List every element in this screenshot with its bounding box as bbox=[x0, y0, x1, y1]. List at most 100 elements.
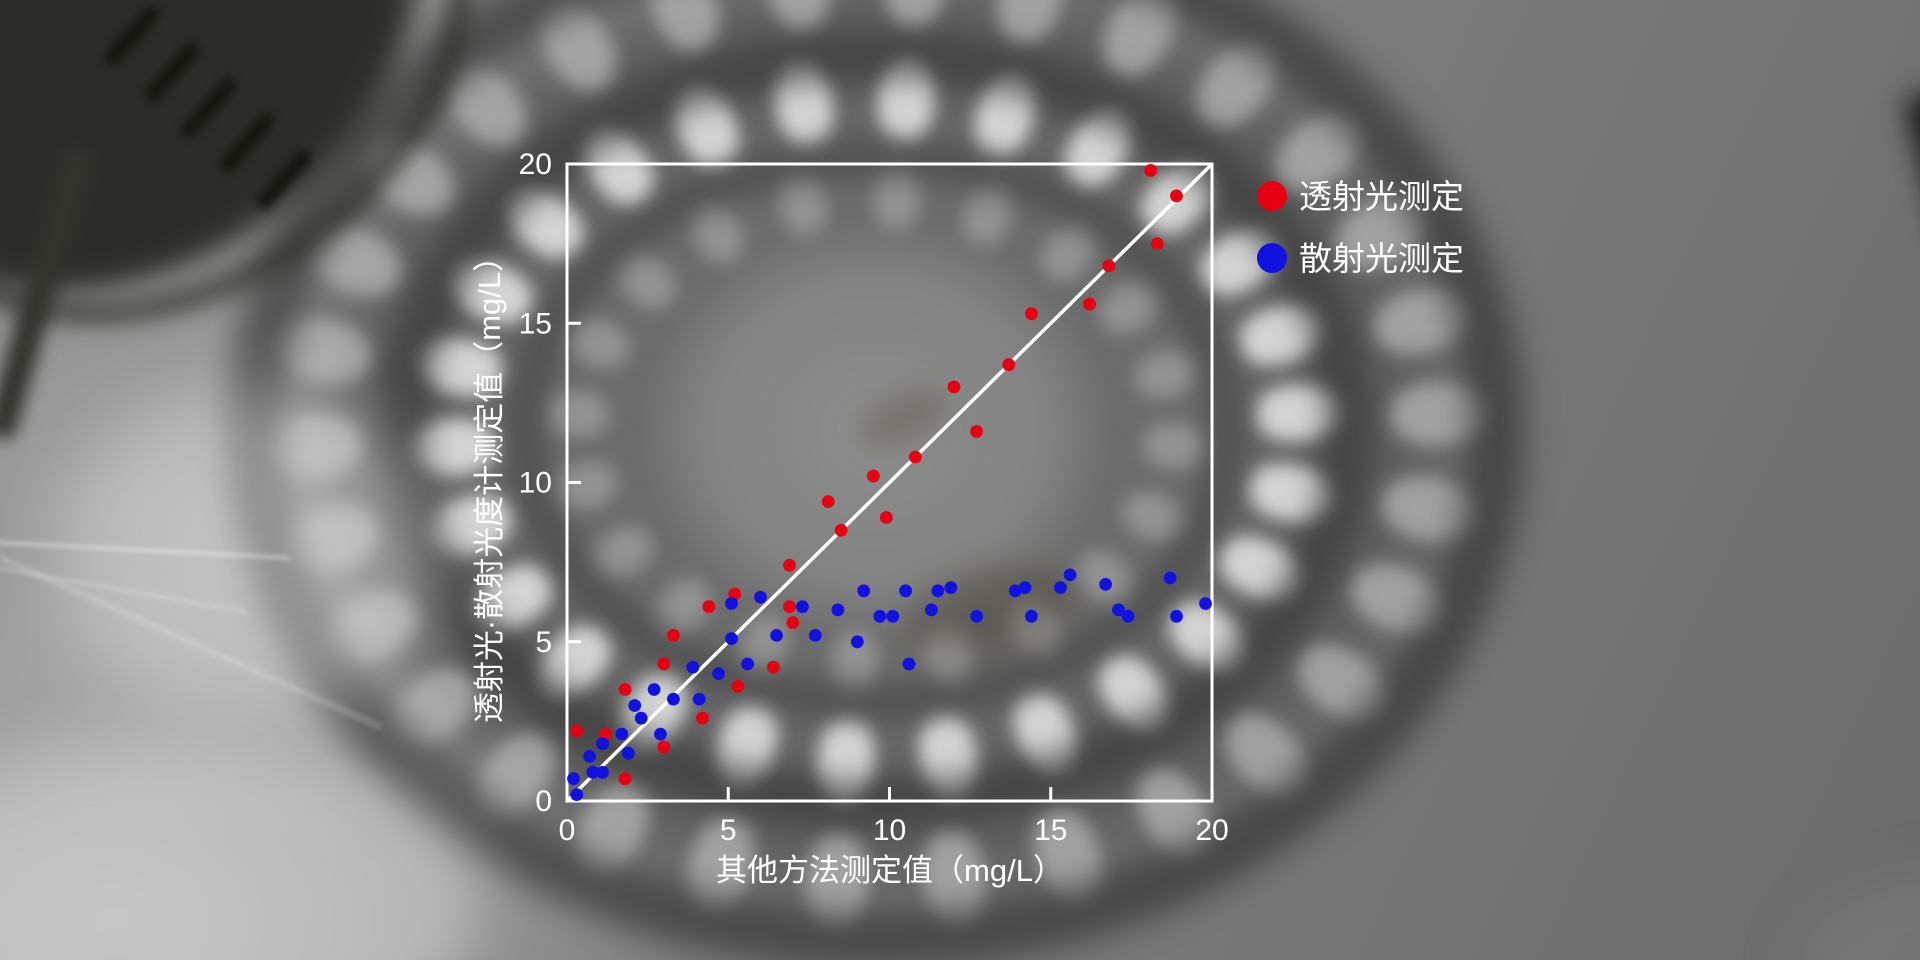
data-point bbox=[741, 657, 754, 671]
data-point bbox=[1102, 259, 1116, 273]
data-point bbox=[702, 600, 716, 614]
data-point bbox=[1025, 609, 1038, 623]
data-point bbox=[696, 711, 709, 725]
data-point bbox=[767, 660, 780, 674]
data-point bbox=[970, 425, 983, 438]
data-point bbox=[925, 603, 938, 617]
data-point bbox=[731, 679, 745, 693]
data-point bbox=[970, 609, 983, 623]
data-point bbox=[621, 746, 635, 760]
data-point bbox=[1083, 297, 1096, 311]
data-point bbox=[1121, 609, 1135, 623]
data-point bbox=[783, 600, 796, 614]
data-point bbox=[944, 581, 958, 594]
y-axis-label: 透射光·散射光度计测定值（mg/L） bbox=[472, 241, 507, 723]
data-point bbox=[583, 750, 596, 763]
y-tick-label-0: 0 bbox=[535, 785, 552, 818]
rotor-center-hub bbox=[636, 215, 1116, 645]
data-point bbox=[786, 616, 800, 629]
x-tick-label-20: 20 bbox=[1195, 814, 1228, 847]
data-point bbox=[712, 667, 725, 680]
series-0-points bbox=[570, 164, 1183, 786]
data-point bbox=[618, 683, 632, 696]
data-point bbox=[596, 737, 609, 751]
data-point bbox=[902, 657, 916, 671]
data-point bbox=[725, 632, 738, 645]
data-point bbox=[754, 590, 767, 604]
data-point bbox=[615, 727, 629, 741]
data-point bbox=[686, 660, 700, 674]
x-tick-label-10: 10 bbox=[873, 814, 906, 847]
identity-reference-line bbox=[565, 162, 1214, 803]
data-point bbox=[831, 603, 845, 617]
data-point bbox=[599, 727, 613, 741]
data-point bbox=[1170, 609, 1183, 623]
data-point bbox=[570, 788, 584, 801]
data-point bbox=[654, 727, 667, 741]
data-point bbox=[692, 692, 706, 706]
data-point bbox=[783, 558, 796, 572]
legend-label-transmitted-light: 透射光测定 bbox=[1299, 178, 1464, 215]
data-point bbox=[908, 450, 922, 464]
data-point bbox=[628, 699, 642, 712]
data-point bbox=[657, 740, 671, 754]
axis-tick-labels: 0 5 10 15 20 0 5 10 15 20 bbox=[519, 148, 1229, 847]
data-point bbox=[1150, 237, 1164, 251]
series-1-points bbox=[567, 568, 1212, 801]
data-point bbox=[567, 772, 580, 786]
data-point bbox=[1002, 358, 1016, 372]
legend-label-scattered-light: 散射光测定 bbox=[1299, 240, 1464, 277]
background-highlight-left bbox=[60, 390, 440, 720]
data-point bbox=[857, 584, 871, 598]
axis-tick-marks bbox=[567, 321, 1053, 801]
data-point bbox=[570, 724, 584, 738]
data-point bbox=[1170, 189, 1183, 203]
data-point bbox=[1199, 597, 1212, 610]
data-point bbox=[834, 523, 848, 537]
data-point bbox=[873, 609, 887, 623]
legend-marker-scattered-light bbox=[1257, 243, 1287, 273]
x-axis-label: 其他方法测定值（mg/L） bbox=[716, 853, 1064, 888]
y-tick-label-10: 10 bbox=[519, 467, 552, 500]
x-tick-label-15: 15 bbox=[1034, 814, 1067, 847]
data-point bbox=[796, 600, 809, 614]
data-point bbox=[808, 629, 822, 642]
data-point bbox=[1144, 164, 1158, 177]
x-tick-label-0: 0 bbox=[559, 814, 576, 847]
data-point bbox=[1018, 581, 1032, 594]
data-point bbox=[1112, 603, 1125, 617]
data-point bbox=[879, 511, 893, 524]
data-point bbox=[618, 772, 632, 786]
data-points bbox=[567, 164, 1212, 801]
data-point bbox=[647, 683, 661, 696]
legend: 透射光测定 散射光测定 bbox=[1257, 178, 1464, 277]
y-tick-label-5: 5 bbox=[535, 626, 552, 659]
y-tick-label-15: 15 bbox=[519, 307, 552, 340]
data-point bbox=[770, 629, 783, 642]
data-point bbox=[667, 629, 680, 642]
data-point bbox=[850, 635, 864, 649]
data-point bbox=[1063, 568, 1077, 582]
data-point bbox=[1008, 584, 1022, 598]
data-point bbox=[596, 765, 609, 779]
data-point bbox=[725, 597, 738, 610]
data-point bbox=[886, 609, 900, 623]
data-point bbox=[947, 380, 961, 394]
data-point bbox=[634, 711, 648, 725]
data-point bbox=[1099, 578, 1112, 591]
data-point bbox=[899, 584, 912, 598]
data-point bbox=[657, 657, 671, 671]
data-point bbox=[667, 692, 680, 706]
y-tick-label-20: 20 bbox=[519, 148, 552, 181]
data-point bbox=[1025, 307, 1038, 321]
data-point bbox=[821, 495, 835, 508]
data-point bbox=[931, 584, 945, 598]
data-point bbox=[586, 765, 600, 779]
data-point bbox=[1163, 571, 1177, 585]
data-point bbox=[867, 469, 880, 483]
legend-marker-transmitted-light bbox=[1257, 181, 1287, 211]
x-tick-label-5: 5 bbox=[720, 814, 737, 847]
data-point bbox=[1054, 581, 1067, 594]
